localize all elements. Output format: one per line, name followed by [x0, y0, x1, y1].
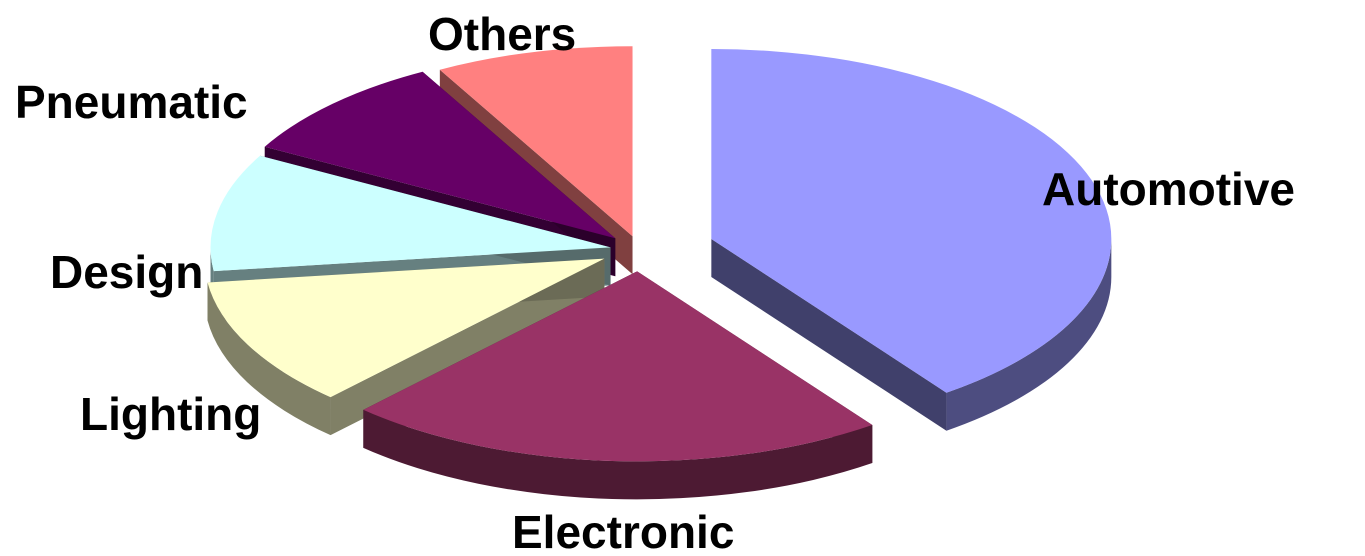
label-lighting: Lighting: [80, 388, 261, 440]
pie-labels: Automotive Electronic Lighting Design Pn…: [15, 8, 1295, 556]
slice-pneumatic-top: [264, 71, 616, 239]
slice-others-top: [439, 46, 633, 237]
label-automotive: Automotive: [1042, 163, 1295, 215]
slice-lighting-wall-start: [330, 258, 605, 436]
slice-lighting-outer-wall-0: [207, 282, 331, 436]
slice-electronic-outer-wall-0: [363, 409, 873, 500]
slice-electronic-top: [363, 271, 873, 462]
slice-lighting-top: [207, 258, 605, 398]
label-others: Others: [428, 8, 576, 60]
label-pneumatic: Pneumatic: [15, 76, 248, 128]
slice-automotive-top: [711, 48, 1112, 393]
slice-design-top: [210, 155, 611, 272]
label-design: Design: [50, 246, 203, 298]
slice-automotive: [711, 48, 1112, 431]
label-electronic: Electronic: [512, 506, 734, 556]
slice-automotive-outer-wall-0: [946, 238, 1112, 431]
slice-lighting: [207, 258, 605, 436]
slice-electronic: [363, 271, 873, 500]
slice-automotive-wall-end: [711, 238, 947, 431]
pie-slices: [207, 46, 1112, 500]
